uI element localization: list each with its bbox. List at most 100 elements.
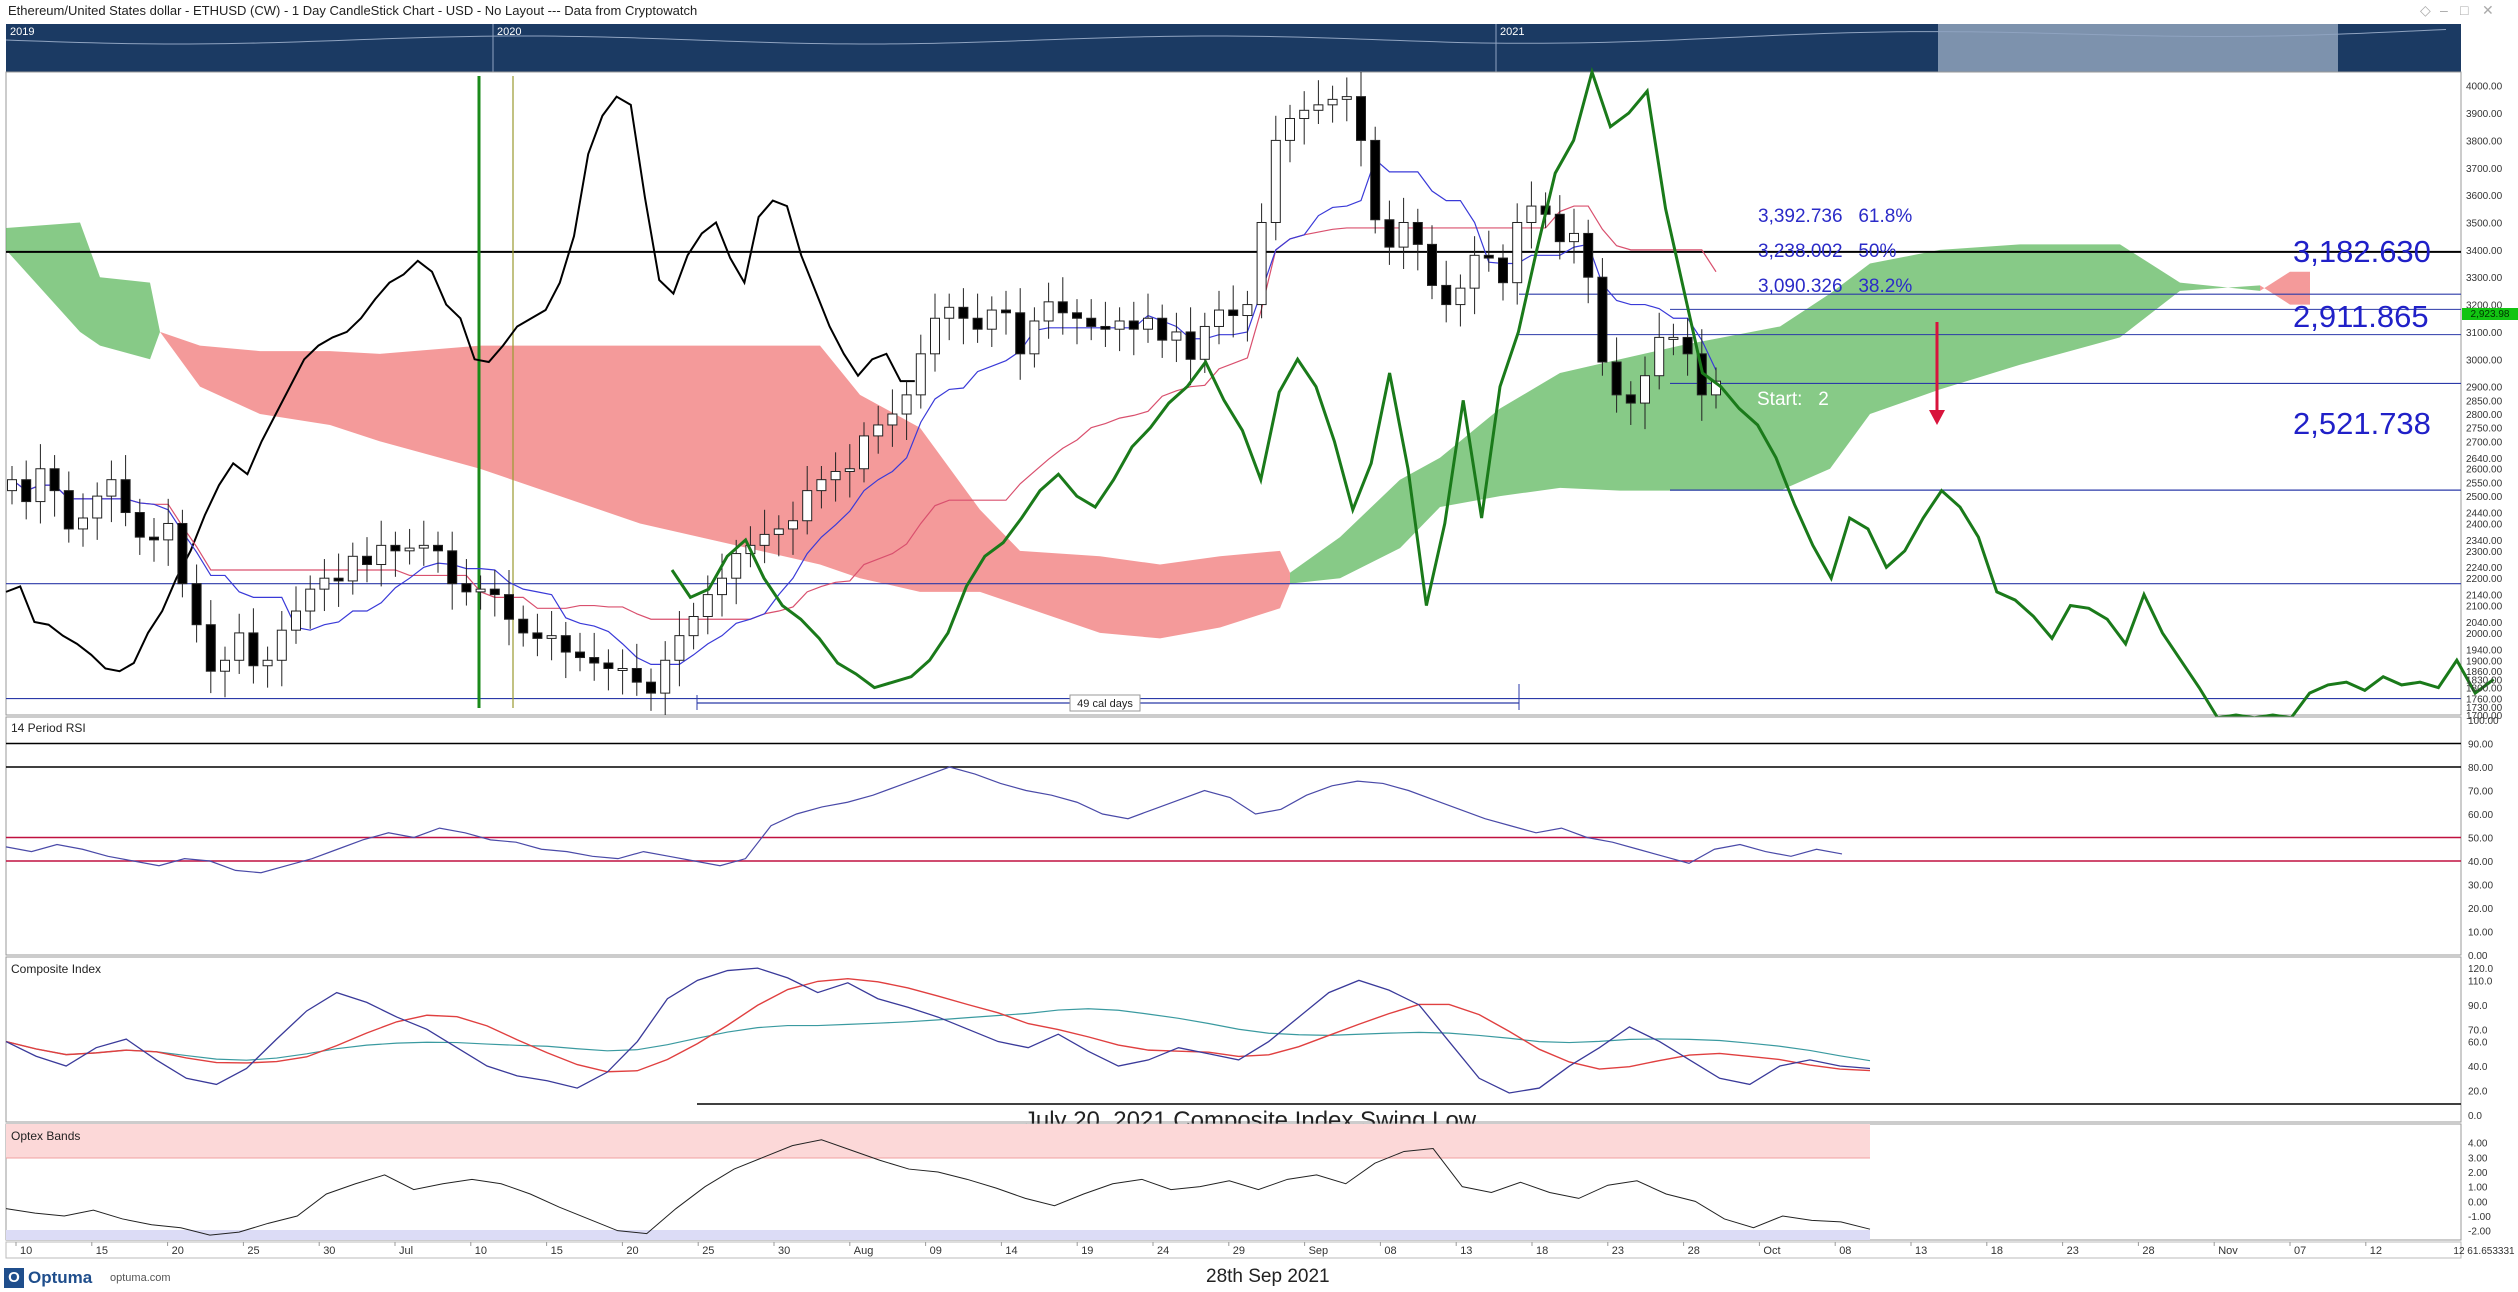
cloud-band (1290, 244, 2260, 584)
candle-body (21, 479, 32, 503)
candle-body (447, 550, 458, 585)
candle-body (702, 594, 713, 617)
price-tick-label: 2300.00 (2466, 547, 2503, 558)
candle-body (972, 317, 983, 330)
candle-body (660, 659, 671, 694)
price-tick-label: 2040.00 (2466, 618, 2503, 629)
candle-body (362, 555, 372, 566)
footer-date: 28th Sep 2021 (1206, 1266, 1330, 1287)
fib-50-label: 3,238.002 50% (1758, 241, 1896, 262)
candle-body (433, 544, 443, 552)
price-panel[interactable]: 49 cal days 3,392.736 61.8% 3,238.002 50… (5, 66, 2518, 722)
candle-body (1597, 276, 1608, 363)
date-tick-label: 23 (2067, 1245, 2079, 1257)
candle-body (1171, 331, 1182, 341)
close-icon[interactable]: ✕ (2482, 2, 2494, 18)
price-tick-label: 3800.00 (2466, 136, 2503, 147)
candle-body (1128, 320, 1139, 330)
candle-body (120, 479, 131, 514)
candle-body (518, 618, 529, 634)
candle-body (35, 468, 46, 503)
date-tick-label: Nov (2218, 1245, 2238, 1257)
price-tick-label: 4000.00 (2466, 82, 2503, 93)
candle-body (802, 490, 813, 522)
rsi-panel[interactable]: 100.00 90.00 80.00 70.00 60.00 50.00 40.00 30.0… (5, 716, 2499, 962)
level-3182-label: 3,182.630 (2293, 234, 2431, 269)
candle-body (262, 659, 273, 667)
candle-body (404, 547, 415, 552)
candle-body (106, 479, 117, 497)
candle-body (276, 629, 287, 661)
price-tick-label: 2100.00 (2466, 602, 2503, 613)
price-tick-label: 2900.00 (2466, 383, 2503, 394)
rsi-tick-label: 10.00 (2468, 928, 2493, 939)
rsi-axis[interactable]: 100.00 90.00 80.00 70.00 60.00 50.00 40.00 30.0… (2468, 716, 2499, 962)
maximize-icon[interactable]: □ (2460, 2, 2469, 18)
optex-tick-label: 4.00 (2468, 1139, 2488, 1150)
candle-body (1526, 205, 1537, 223)
overview-selection[interactable] (1938, 24, 2338, 72)
candle-body (1441, 284, 1452, 306)
date-tick-label: 18 (1536, 1245, 1548, 1257)
logo-text: Optuma (28, 1268, 93, 1287)
price-tick-label: 2200.00 (2466, 574, 2503, 585)
start-label: Start: 2 (1757, 389, 1829, 410)
title-bar: Ethereum/United States dollar - ETHUSD (… (0, 0, 2518, 22)
candle-body (859, 435, 869, 470)
price-tick-label: 1940.00 (2466, 645, 2503, 656)
candle-body (1611, 361, 1622, 396)
logo-url[interactable]: optuma.com (110, 1272, 171, 1284)
date-tick-label: 25 (702, 1245, 714, 1257)
optex-upper-band (6, 1124, 1870, 1158)
optex-panel-label: Optex Bands (11, 1129, 81, 1143)
optex-tick-label: 1.00 (2468, 1183, 2488, 1194)
optex-tick-label: -1.00 (2468, 1212, 2491, 1223)
date-tick-label: 30 (778, 1245, 790, 1257)
date-tick-label: 08 (1839, 1245, 1851, 1257)
date-tick-label: 13 (1460, 1245, 1472, 1257)
minimize-icon[interactable]: – (2440, 2, 2448, 18)
target-arrow-icon (1929, 410, 1945, 425)
overview-label-2019: 2019 (10, 26, 34, 38)
optex-axis[interactable]: 4.00 3.00 2.00 1.00 0.00 -1.00 -2.00 (2468, 1139, 2491, 1238)
fib-38-label: 3,090.326 38.2% (1758, 276, 1912, 297)
date-tick-label: 07 (2294, 1245, 2306, 1257)
rsi-tick-label: 90.00 (2468, 740, 2493, 751)
price-tick-label: 3700.00 (2466, 164, 2503, 175)
overview-bar[interactable]: 2019 2020 2021 (5, 24, 2461, 72)
rsi-line (5, 766, 1843, 874)
candle-body (1512, 221, 1523, 284)
candle-body (49, 468, 60, 492)
composite-tick-label: 70.0 (2468, 1025, 2488, 1036)
candle-body (1256, 221, 1267, 306)
candle-body (1072, 312, 1082, 319)
date-tick-label: 18 (1991, 1245, 2003, 1257)
candle-body (930, 317, 940, 355)
composite-tick-label: 40.0 (2468, 1062, 2488, 1073)
price-tick-label: 1730.00 (2466, 703, 2503, 714)
candle-body (958, 306, 969, 319)
candle-body (901, 394, 912, 415)
date-tick-label: 24 (1157, 1245, 1169, 1257)
candle-body (92, 495, 103, 519)
candle-body (504, 594, 514, 620)
candle-body (248, 632, 259, 667)
candle-body (1469, 254, 1480, 289)
price-tick-label: 2640.00 (2466, 454, 2503, 465)
price-tick-label: 2550.00 (2466, 478, 2503, 489)
candle-body (63, 490, 74, 530)
restore-icon[interactable]: ◇ (2420, 2, 2431, 18)
date-tick-label: Oct (1763, 1245, 1780, 1257)
price-tick-label: 2140.00 (2466, 591, 2503, 602)
level-2521-label: 2,521.738 (2293, 406, 2431, 441)
zoom-label: 12 61.653331 (2453, 1246, 2515, 1257)
price-axis[interactable]: 4000.00 3900.00 3800.00 3700.00 3600.00 3500.… (2466, 82, 2503, 722)
price-tick-label: 2700.00 (2466, 437, 2503, 448)
optex-panel[interactable]: 4.00 3.00 2.00 1.00 0.00 -1.00 -2.00 (5, 1123, 2491, 1241)
date-axis[interactable]: 10 15 20 25 30 Jul 10 15 20 25 30 Aug 09 14 19 24 29 Sep 0… (5, 1241, 2515, 1259)
candle-body (631, 667, 642, 683)
price-tick-label: 3500.00 (2466, 218, 2503, 229)
